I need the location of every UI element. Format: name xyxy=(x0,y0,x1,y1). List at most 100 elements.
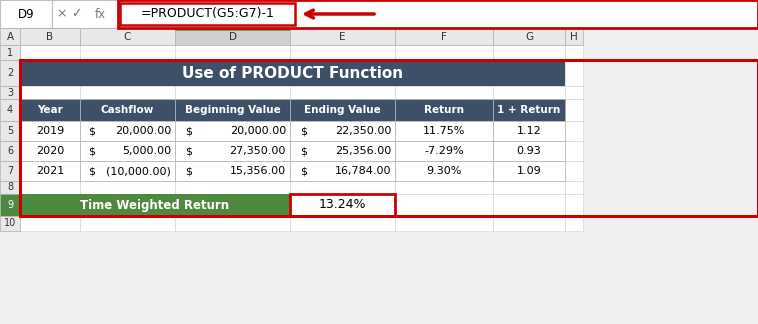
Text: 20,000.00: 20,000.00 xyxy=(114,126,171,136)
Bar xyxy=(80,99,175,121)
Bar xyxy=(20,194,290,216)
Bar xyxy=(80,141,175,161)
Text: $: $ xyxy=(300,126,307,136)
Bar xyxy=(565,141,583,161)
Bar xyxy=(120,3,295,25)
Bar xyxy=(0,99,20,121)
Bar xyxy=(52,0,120,28)
Text: G: G xyxy=(525,31,533,41)
Bar xyxy=(493,121,565,141)
Text: $: $ xyxy=(185,146,192,156)
Bar xyxy=(0,181,20,194)
Bar xyxy=(493,161,565,181)
Text: 11.75%: 11.75% xyxy=(423,126,465,136)
Bar xyxy=(290,121,395,141)
Bar xyxy=(395,99,493,121)
Bar xyxy=(0,161,20,181)
Bar xyxy=(493,141,565,161)
Text: $: $ xyxy=(300,166,307,176)
Bar xyxy=(493,216,565,231)
Text: Use of PRODUCT Function: Use of PRODUCT Function xyxy=(182,65,403,80)
Bar xyxy=(80,181,175,194)
Bar xyxy=(80,121,175,141)
Bar xyxy=(395,45,493,60)
Text: fx: fx xyxy=(95,7,105,20)
Bar xyxy=(290,216,395,231)
Bar xyxy=(290,86,395,99)
Bar xyxy=(493,60,565,86)
Bar xyxy=(493,99,565,121)
Text: ✓: ✓ xyxy=(70,7,81,20)
Bar xyxy=(20,45,80,60)
Bar xyxy=(20,99,80,121)
Bar xyxy=(290,141,395,161)
Bar xyxy=(395,28,493,45)
Bar xyxy=(20,141,80,161)
Bar xyxy=(0,121,20,141)
Text: 13.24%: 13.24% xyxy=(319,199,366,212)
Text: Return: Return xyxy=(424,105,464,115)
Bar xyxy=(290,161,395,181)
Bar xyxy=(20,161,80,181)
Text: $: $ xyxy=(88,126,95,136)
Text: Cashflow: Cashflow xyxy=(101,105,154,115)
Bar xyxy=(290,28,395,45)
Bar xyxy=(80,45,175,60)
Text: 6: 6 xyxy=(7,146,13,156)
Bar xyxy=(0,60,20,86)
Text: (10,000.00): (10,000.00) xyxy=(106,166,171,176)
Bar xyxy=(175,141,290,161)
Text: 5,000.00: 5,000.00 xyxy=(122,146,171,156)
Bar xyxy=(20,60,565,86)
Text: 15,356.00: 15,356.00 xyxy=(230,166,286,176)
Bar xyxy=(175,161,290,181)
Bar xyxy=(0,28,20,45)
Text: D: D xyxy=(228,31,236,41)
Bar xyxy=(0,0,52,28)
Bar xyxy=(175,216,290,231)
Text: =PRODUCT(G5:G7)-1: =PRODUCT(G5:G7)-1 xyxy=(140,7,274,20)
Bar xyxy=(493,45,565,60)
Text: $: $ xyxy=(185,166,192,176)
Bar xyxy=(80,141,175,161)
Bar xyxy=(20,86,80,99)
Text: 22,350.00: 22,350.00 xyxy=(334,126,391,136)
Text: 0.93: 0.93 xyxy=(517,146,541,156)
Bar xyxy=(80,28,175,45)
Text: F: F xyxy=(441,31,447,41)
Text: 25,356.00: 25,356.00 xyxy=(335,146,391,156)
Bar xyxy=(175,99,290,121)
Bar xyxy=(395,121,493,141)
Text: 7: 7 xyxy=(7,166,13,176)
Bar xyxy=(175,194,290,216)
Text: 27,350.00: 27,350.00 xyxy=(230,146,286,156)
Bar xyxy=(80,99,175,121)
Bar xyxy=(395,161,493,181)
Text: E: E xyxy=(340,31,346,41)
Text: $: $ xyxy=(300,146,307,156)
Text: $: $ xyxy=(185,126,192,136)
Bar xyxy=(290,99,395,121)
Bar xyxy=(290,161,395,181)
Bar xyxy=(80,194,175,216)
Text: H: H xyxy=(570,31,578,41)
Bar xyxy=(0,86,20,99)
Bar xyxy=(565,99,583,121)
Bar xyxy=(20,181,80,194)
Bar xyxy=(175,161,290,181)
Bar xyxy=(290,141,395,161)
Bar xyxy=(493,161,565,181)
Text: 1 + Return: 1 + Return xyxy=(497,105,561,115)
Text: 9.30%: 9.30% xyxy=(426,166,462,176)
Text: $: $ xyxy=(88,146,95,156)
Bar xyxy=(118,0,758,28)
Bar xyxy=(565,86,583,99)
Bar xyxy=(565,28,583,45)
Bar xyxy=(175,121,290,141)
Text: Year: Year xyxy=(37,105,63,115)
Bar xyxy=(290,121,395,141)
Bar xyxy=(493,28,565,45)
Bar xyxy=(565,121,583,141)
Text: 1.09: 1.09 xyxy=(517,166,541,176)
Bar xyxy=(20,121,80,141)
